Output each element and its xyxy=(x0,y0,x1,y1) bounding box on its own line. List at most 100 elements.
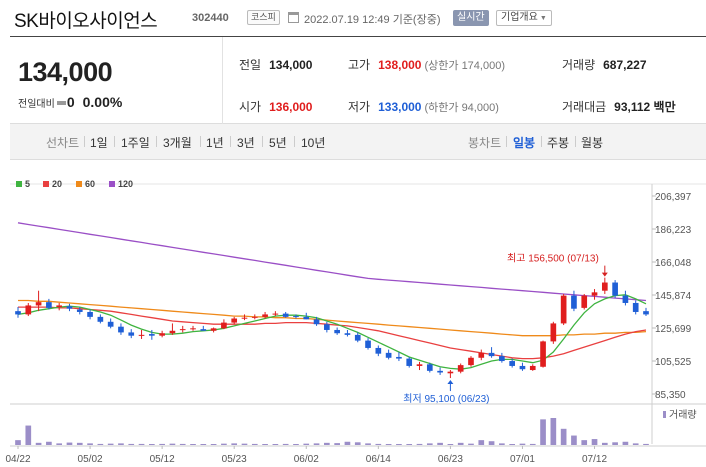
volume-bar xyxy=(210,444,217,445)
candle-body xyxy=(406,358,413,366)
tab-1day[interactable]: 1일 xyxy=(90,136,108,150)
candle-body xyxy=(46,302,52,308)
x-tick-label: 05/02 xyxy=(78,454,103,465)
volume-bar xyxy=(97,443,104,445)
volume-bar xyxy=(601,442,608,445)
volume-legend-label: 거래량 xyxy=(669,409,697,421)
candle-body xyxy=(87,311,93,317)
tab-1week[interactable]: 1주일 xyxy=(121,136,150,150)
candle-body xyxy=(282,313,289,317)
high-label: 고가 xyxy=(348,58,371,72)
volume-label: 거래량 xyxy=(562,58,596,72)
volume: 거래량 687,227 xyxy=(562,56,647,73)
candle-body xyxy=(519,365,526,370)
legend-swatch-ma120 xyxy=(109,181,115,187)
volume-bar xyxy=(303,443,310,445)
separator xyxy=(575,136,576,147)
tab-1year[interactable]: 1년 xyxy=(206,136,224,150)
candle-body xyxy=(468,357,474,366)
high-annotation: 최고 156,500 (07/13) xyxy=(507,253,599,265)
volume-bar xyxy=(416,443,423,445)
volume-bar xyxy=(365,443,371,445)
change-label: 전일대비 xyxy=(18,99,55,110)
candle-body xyxy=(169,330,176,334)
candle-body xyxy=(35,302,42,306)
volume-bar xyxy=(282,443,289,445)
high-value: 138,000 xyxy=(378,58,422,72)
candle-body xyxy=(437,370,443,373)
low-label: 저가 xyxy=(348,100,371,114)
candle-body xyxy=(159,333,165,336)
volume-bar xyxy=(581,440,588,445)
volume-bar xyxy=(550,418,557,445)
separator xyxy=(262,136,263,147)
candle-chart-label: 봉차트 xyxy=(468,136,502,150)
volume-bar xyxy=(241,443,248,445)
volume-bar xyxy=(251,443,258,445)
amount-value: 93,112 백만 xyxy=(614,100,676,114)
volume-bar xyxy=(509,444,515,445)
tab-10years[interactable]: 10년 xyxy=(301,136,326,150)
candle-body xyxy=(15,311,21,315)
candle-body xyxy=(97,316,104,322)
volume-bar xyxy=(87,443,93,445)
volume-bar xyxy=(262,444,268,445)
separator xyxy=(114,136,115,147)
candle-body xyxy=(25,305,32,315)
candle-body xyxy=(365,340,371,348)
volume-bar xyxy=(437,442,443,445)
candle-body xyxy=(396,356,402,359)
upper-limit: (상한가 174,000) xyxy=(424,60,505,72)
volume-bar xyxy=(293,444,299,445)
trade-amount: 거래대금 93,112 백만 xyxy=(562,98,676,115)
candle-body xyxy=(344,333,351,335)
chevron-down-icon: ▼ xyxy=(539,15,547,22)
candle-body xyxy=(601,282,608,291)
volume-bar xyxy=(591,439,598,445)
candle-body xyxy=(190,328,196,330)
high-arrow-icon xyxy=(601,272,608,277)
volume-bar xyxy=(56,443,63,445)
volume-bar xyxy=(35,442,42,445)
price-summary: 134,000 전일대비 0 0.00% 전일 134,000 고가 138,000 (상… xyxy=(10,36,706,125)
tab-weekly[interactable]: 주봉 xyxy=(547,136,570,150)
tab-daily[interactable]: 일봉 xyxy=(513,136,536,150)
volume-bar xyxy=(488,441,495,445)
tab-5years[interactable]: 5년 xyxy=(269,136,287,150)
stock-name: SK바이오사이언스 xyxy=(14,11,158,32)
tab-3months[interactable]: 3개월 xyxy=(163,136,192,150)
volume-bar xyxy=(447,444,454,445)
volume-bar xyxy=(221,443,227,445)
candle-body xyxy=(571,295,577,309)
high-price: 고가 138,000 (상한가 174,000) xyxy=(348,56,505,73)
x-tick-label: 07/12 xyxy=(582,454,607,465)
flat-icon xyxy=(56,101,66,106)
candle-body xyxy=(66,306,73,309)
change-percent: 0.00% xyxy=(82,94,123,110)
legend-swatch-ma20 xyxy=(43,181,49,187)
candle-body xyxy=(293,316,299,318)
candle-body xyxy=(210,328,217,331)
candlestick-chart: 5 20 60 120 206,397 186,223 166,048 145,874 125,… xyxy=(5,179,706,465)
candle-body xyxy=(447,371,454,374)
candle-body xyxy=(118,326,124,333)
stock-header: SK바이오사이언스 302440 코스피 2022.07.19 12:49 기준… xyxy=(0,0,706,36)
separator xyxy=(156,136,157,147)
tab-3years[interactable]: 3년 xyxy=(237,136,255,150)
candle-body xyxy=(560,295,567,324)
x-tick-label: 06/14 xyxy=(366,454,391,465)
company-overview-button[interactable]: 기업개요 ▼ xyxy=(496,10,552,26)
legend-label-ma20: 20 xyxy=(52,179,62,189)
x-tick-label: 05/12 xyxy=(150,454,175,465)
volume-bar xyxy=(15,440,21,445)
realtime-button[interactable]: 실시간 xyxy=(453,10,489,26)
low-arrow-icon xyxy=(447,380,454,385)
candle-body xyxy=(272,313,279,315)
candle-body xyxy=(385,352,392,358)
volume-bar xyxy=(406,444,413,445)
tab-monthly[interactable]: 월봉 xyxy=(581,136,604,150)
volume-bar xyxy=(159,443,165,445)
separator xyxy=(84,136,85,147)
y-tick-label: 105,525 xyxy=(655,357,692,368)
volume-bar xyxy=(25,425,32,445)
